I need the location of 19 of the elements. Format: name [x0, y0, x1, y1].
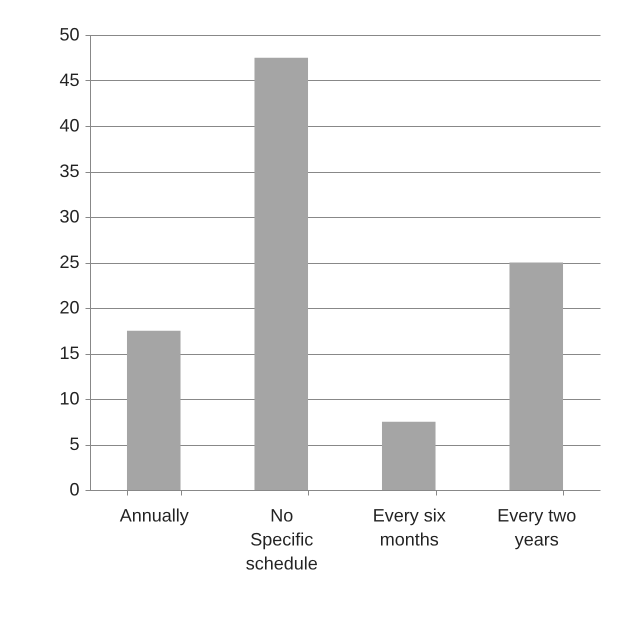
y-tick-label: 40: [59, 116, 80, 136]
y-tick-label: 35: [59, 161, 80, 181]
y-tick-label: 10: [59, 388, 80, 408]
bar: [254, 58, 308, 490]
y-tick-label: 45: [59, 70, 80, 90]
y-tick-label: 20: [59, 298, 80, 318]
x-tick-label: Every two years: [497, 506, 576, 550]
y-tick-label: 15: [59, 343, 80, 363]
y-tick-label: 0: [69, 480, 80, 500]
x-tick-label: Every six months: [372, 506, 446, 550]
bar: [382, 422, 436, 490]
y-tick-label: 25: [59, 252, 80, 272]
y-tick-label: 50: [59, 24, 80, 44]
bar: [509, 262, 564, 490]
x-tick-label: Annually: [120, 506, 189, 526]
y-tick-label: 5: [69, 434, 80, 454]
y-tick-label: 30: [59, 206, 80, 226]
bar: [126, 330, 181, 490]
x-tick-label: No Specific schedule: [246, 506, 318, 574]
